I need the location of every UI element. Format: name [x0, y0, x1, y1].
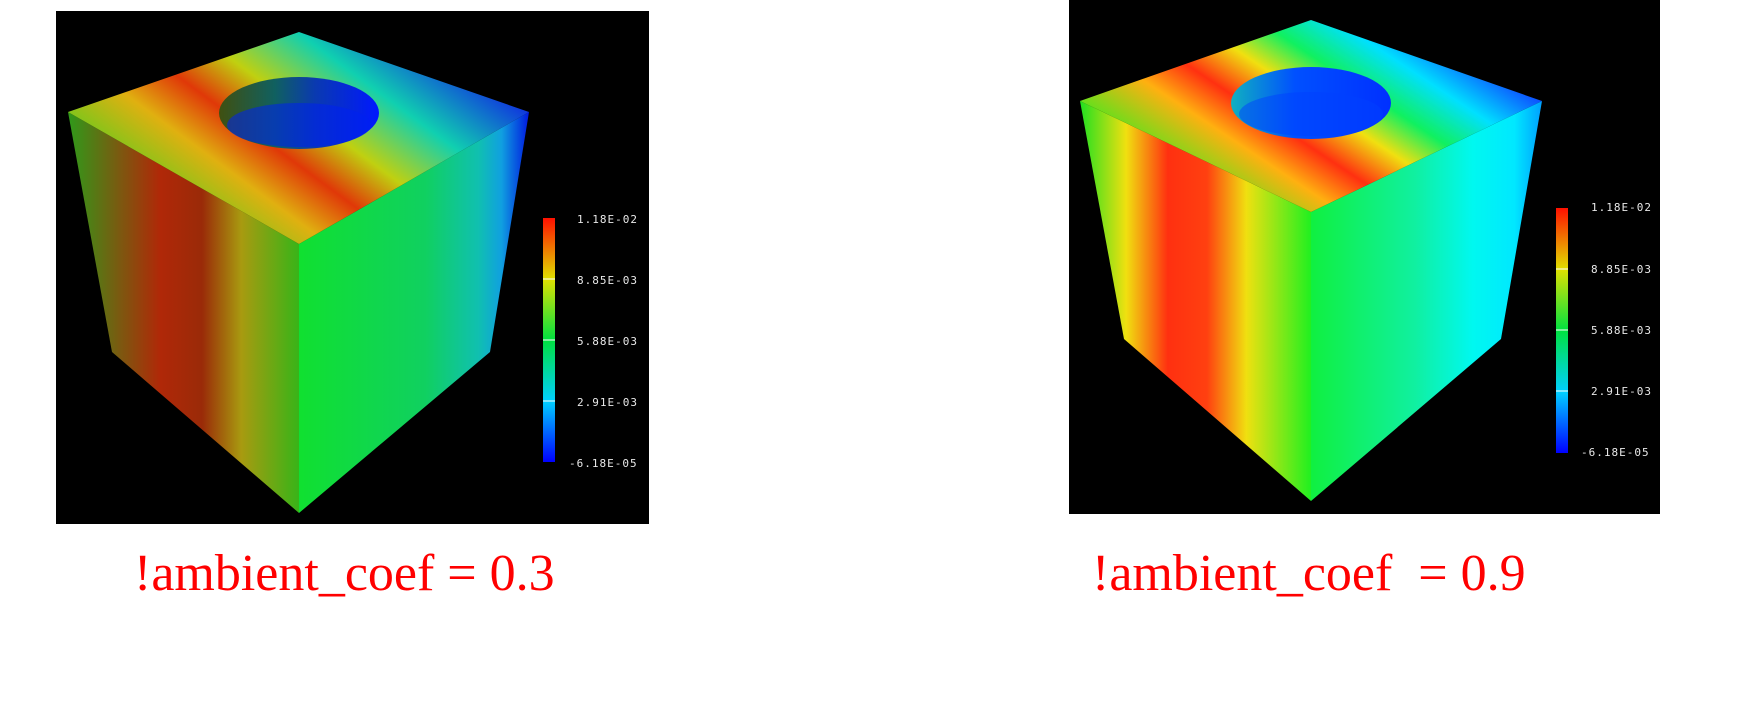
caption-right: !ambient_coef = 0.9	[1092, 545, 1526, 602]
caption-left: !ambient_coef = 0.3	[134, 545, 555, 602]
cube-render-left	[68, 32, 555, 513]
legend-label-3: 5.88E-03	[1591, 324, 1652, 337]
legend-label-2: 8.85E-03	[577, 274, 638, 287]
legend-label-4: 2.91E-03	[577, 396, 638, 409]
legend-label-min: -6.18E-05	[1581, 446, 1650, 459]
render-view-left: 1.18E-02 8.85E-03 5.88E-03 2.91E-03 -6.1…	[56, 11, 649, 524]
legend-label-max: 1.18E-02	[577, 213, 638, 226]
legend-label-max: 1.18E-02	[1591, 201, 1652, 214]
legend-label-2: 8.85E-03	[1591, 263, 1652, 276]
legend-label-4: 2.91E-03	[1591, 385, 1652, 398]
cube-render-right	[1080, 20, 1568, 501]
render-view-right: 1.18E-02 8.85E-03 5.88E-03 2.91E-03 -6.1…	[1069, 0, 1660, 514]
legend-label-3: 5.88E-03	[577, 335, 638, 348]
legend-label-min: -6.18E-05	[569, 457, 638, 470]
